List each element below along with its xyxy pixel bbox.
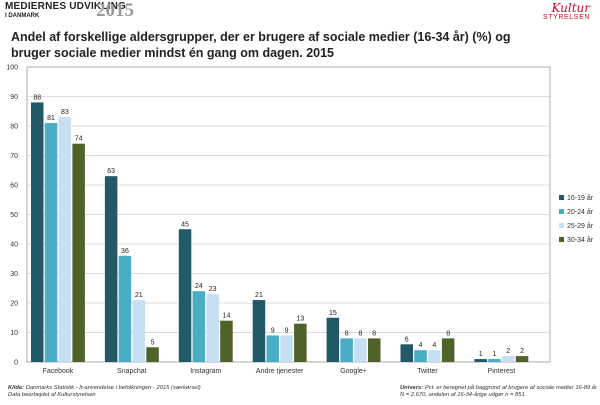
universe-note: Univers: Pct. er beregnet på baggrund af… xyxy=(400,385,597,399)
bar xyxy=(354,338,367,362)
y-tick-label: 90 xyxy=(10,94,18,101)
y-tick-label: 50 xyxy=(10,212,18,219)
y-tick-label: 20 xyxy=(10,301,18,308)
bar xyxy=(280,335,293,362)
bar xyxy=(118,255,132,362)
data-label: 9 xyxy=(285,327,289,334)
data-label: 13 xyxy=(296,316,304,323)
brand-year: 2015 xyxy=(96,0,134,21)
bar xyxy=(502,356,515,362)
universe-label: Univers: xyxy=(400,385,424,391)
bar xyxy=(220,320,233,362)
bar xyxy=(252,300,266,362)
chart-title: Andel af forskellige aldersgrupper, der … xyxy=(11,30,511,60)
legend-swatch xyxy=(559,237,564,242)
bar xyxy=(441,338,455,362)
kulturstyrelsen-logo: Kultur STYRELSEN xyxy=(543,2,590,21)
legend-label: 25-29 år xyxy=(567,222,594,230)
data-label: 63 xyxy=(107,168,115,175)
data-label: 8 xyxy=(446,330,450,337)
x-tick-label: Andre tjenester xyxy=(256,368,304,375)
y-tick-label: 40 xyxy=(10,242,18,249)
data-label: 6 xyxy=(405,336,409,343)
bar xyxy=(72,143,85,362)
x-tick-label: Facebook xyxy=(43,368,74,375)
data-label: 9 xyxy=(271,327,275,334)
data-label: 2 xyxy=(506,348,510,355)
bar xyxy=(414,350,427,362)
legend-swatch xyxy=(559,223,564,228)
bar xyxy=(31,102,44,363)
y-tick-label: 100 xyxy=(6,65,18,72)
brand-wordmark: MEDIERNES UDVIKLING I DANMARK xyxy=(5,1,127,20)
bar xyxy=(58,117,72,363)
brand-subtitle: I DANMARK xyxy=(5,13,40,19)
bar xyxy=(515,356,529,362)
data-label: 88 xyxy=(33,94,41,101)
legend-label: 20-24 år xyxy=(567,208,594,216)
data-label: 74 xyxy=(75,136,83,143)
y-tick-label: 10 xyxy=(10,330,18,337)
legend-swatch xyxy=(559,195,564,200)
logo-word-text: STYRELSEN xyxy=(542,14,590,21)
data-label: 15 xyxy=(329,310,337,317)
bar xyxy=(104,176,118,362)
bar xyxy=(132,300,145,362)
data-label: 2 xyxy=(520,348,524,355)
logo-script-text: Kultur xyxy=(551,1,590,15)
universe-text: Pct. er beregnet på baggrund af brugere … xyxy=(424,385,597,391)
data-label: 8 xyxy=(358,330,362,337)
bar xyxy=(326,317,340,362)
bar xyxy=(178,229,192,362)
bar xyxy=(192,291,206,362)
legend-label: 16-19 år xyxy=(567,194,594,202)
processed-by-text: Data bearbejdet af Kulturstyrelsen xyxy=(8,392,96,398)
x-tick-label: Twitter xyxy=(417,368,438,375)
bar xyxy=(266,335,279,362)
y-tick-label: 60 xyxy=(10,183,18,190)
x-tick-label: Snapchat xyxy=(117,368,147,375)
source-label: Kilde: xyxy=(8,385,25,391)
data-label: 83 xyxy=(61,109,69,116)
bar xyxy=(368,338,381,362)
source-note: Kilde: Danmarks Statistik - It-anvendels… xyxy=(8,385,201,399)
y-tick-label: 0 xyxy=(14,360,18,367)
x-tick-label: Pinterest xyxy=(488,368,516,375)
bar xyxy=(428,350,441,362)
data-label: 45 xyxy=(181,221,189,228)
bar xyxy=(340,338,353,362)
data-label: 5 xyxy=(151,339,155,346)
x-tick-label: Google+ xyxy=(340,368,367,375)
data-label: 4 xyxy=(432,342,436,349)
x-tick-label: Instagram xyxy=(190,368,221,375)
bar xyxy=(206,294,219,362)
y-tick-label: 70 xyxy=(10,153,18,160)
data-label: 23 xyxy=(209,286,217,293)
source-text: Danmarks Statistik - It-anvendelse i bef… xyxy=(25,385,201,391)
data-label: 1 xyxy=(492,351,496,358)
data-label: 36 xyxy=(121,248,129,255)
brand-title: MEDIERNES UDVIKLING xyxy=(5,1,127,12)
data-label: 14 xyxy=(223,313,231,320)
legend-swatch xyxy=(559,209,564,214)
y-tick-label: 30 xyxy=(10,271,18,278)
bar xyxy=(146,347,159,362)
data-label: 24 xyxy=(195,283,203,290)
data-label: 4 xyxy=(419,342,423,349)
data-label: 21 xyxy=(255,292,263,299)
bar xyxy=(474,359,487,362)
bar xyxy=(488,359,501,362)
bar xyxy=(44,123,58,362)
data-label: 8 xyxy=(372,330,376,337)
y-tick-label: 80 xyxy=(10,124,18,131)
bar xyxy=(400,344,413,362)
data-label: 1 xyxy=(479,351,483,358)
sample-size-text: N = 2.670, andelen af 16-34-årige udgør … xyxy=(400,392,525,398)
bar xyxy=(294,323,307,362)
data-label: 81 xyxy=(47,115,55,122)
data-label: 21 xyxy=(135,292,143,299)
data-label: 8 xyxy=(345,330,349,337)
legend-label: 30-34 år xyxy=(567,236,594,244)
